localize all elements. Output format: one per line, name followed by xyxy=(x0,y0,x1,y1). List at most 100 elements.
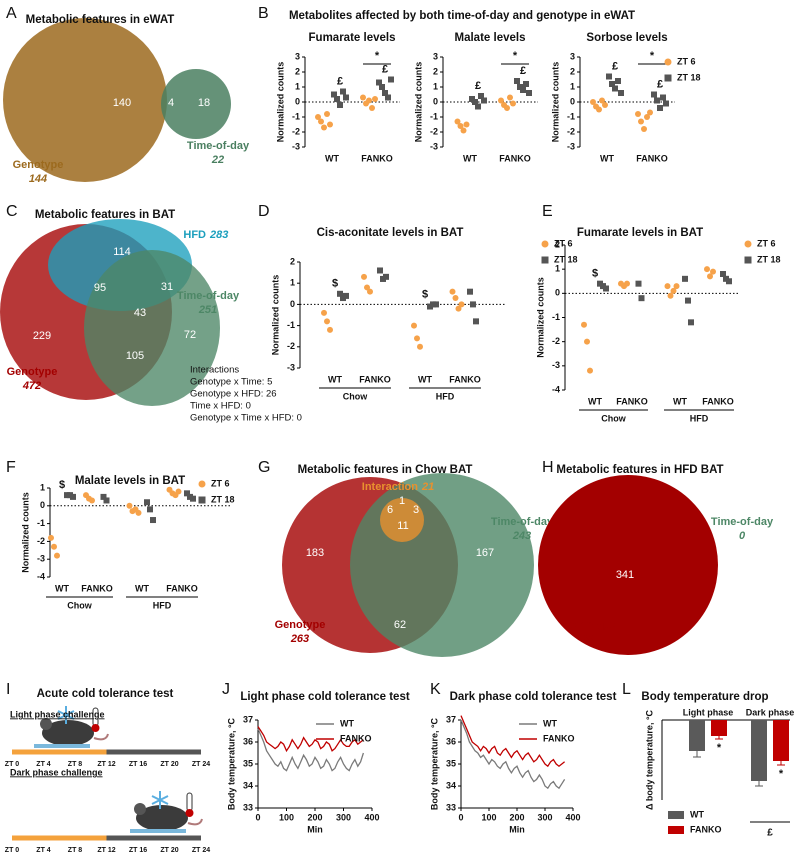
snowflake xyxy=(57,706,75,724)
dot xyxy=(190,495,196,502)
x-tick-label: FANKO xyxy=(616,396,648,406)
y-tick-label: 36 xyxy=(446,736,456,746)
x-tick-label: FANKO xyxy=(499,153,531,163)
set-shape xyxy=(161,69,231,139)
y-axis-label: Δ body temperature, °C xyxy=(644,709,654,810)
x-tick-label: WT xyxy=(463,153,477,163)
y-tick-label: -3 xyxy=(287,362,295,372)
panel-letter: E xyxy=(542,203,553,220)
dot xyxy=(321,309,327,316)
cold-plate xyxy=(130,829,186,833)
set-total: 251 xyxy=(198,304,217,316)
error-bar xyxy=(715,736,723,740)
dot xyxy=(590,99,596,105)
group-label: HFD xyxy=(153,600,172,610)
dot xyxy=(624,280,630,287)
bar xyxy=(711,720,727,736)
set-name: Genotype xyxy=(275,619,326,631)
dot xyxy=(599,97,605,104)
note: Genotype x HFD: 26 xyxy=(190,389,277,400)
legend-label: ZT 18 xyxy=(677,72,701,82)
set-total: 243 xyxy=(512,530,531,542)
y-tick-label: 2 xyxy=(295,66,300,76)
light-phase xyxy=(12,835,107,841)
panel-letter: D xyxy=(258,203,270,220)
dot xyxy=(638,118,644,125)
dot xyxy=(472,99,478,105)
dot xyxy=(657,105,663,111)
x-tick-label: 200 xyxy=(307,812,322,822)
y-axis-label: Body temperature, °C xyxy=(429,717,439,810)
dot xyxy=(433,301,439,308)
dot xyxy=(603,285,609,292)
set-total: 472 xyxy=(22,380,41,392)
dot xyxy=(54,552,60,559)
region-count: 183 xyxy=(306,547,324,559)
x-tick-label: FANKO xyxy=(449,374,481,384)
legend-marker xyxy=(198,480,206,488)
x-axis-label: Min xyxy=(509,824,525,834)
dark-phase xyxy=(106,749,201,755)
chart-subtitle: Malate levels xyxy=(455,32,526,44)
dot xyxy=(651,91,657,98)
set-total: 22 xyxy=(211,154,224,166)
y-tick-label: -4 xyxy=(552,384,560,394)
annotation: * xyxy=(717,742,722,754)
group-label: Chow xyxy=(67,600,92,610)
dot xyxy=(685,297,691,304)
x-tick-label: WT xyxy=(55,583,69,593)
y-tick-label: 1 xyxy=(433,81,438,91)
y-tick-label: 2 xyxy=(433,66,438,76)
x-tick-label: FANKO xyxy=(636,153,668,163)
annotation: * xyxy=(375,50,380,62)
set-name: Genotype xyxy=(7,366,58,378)
dot xyxy=(710,268,716,275)
dot xyxy=(343,94,349,101)
x-tick-label: WT xyxy=(673,396,687,406)
bar xyxy=(751,720,767,781)
dot xyxy=(615,78,621,84)
panel-letter: G xyxy=(258,459,270,476)
group-label: Chow xyxy=(601,413,626,423)
y-tick-label: 33 xyxy=(243,802,253,812)
timeline-tick: ZT 8 xyxy=(68,847,82,854)
timeline-tick: ZT 0 xyxy=(5,761,19,768)
dot xyxy=(388,76,394,83)
dot xyxy=(602,102,608,108)
dot xyxy=(89,497,95,504)
y-tick-label: 36 xyxy=(243,736,253,746)
y-tick-label: 3 xyxy=(433,51,438,61)
set-shape xyxy=(538,475,718,655)
dot xyxy=(667,292,674,299)
annotation: * xyxy=(513,50,518,62)
legend-label: FANKO xyxy=(543,733,575,743)
region-count: 11 xyxy=(397,520,408,532)
panel-title: Malate levels in BAT xyxy=(75,475,185,487)
dot xyxy=(475,103,481,110)
dot xyxy=(581,321,587,328)
y-tick-label: 37 xyxy=(446,714,456,724)
light-phase xyxy=(12,749,107,755)
x-tick-label: 0 xyxy=(458,812,463,822)
dot xyxy=(467,288,473,295)
mouse-ear xyxy=(134,803,146,815)
timeline-tick: ZT 8 xyxy=(68,761,82,768)
y-tick-label: 1 xyxy=(570,81,575,91)
annotation: £ xyxy=(382,63,388,75)
dot xyxy=(324,111,330,117)
y-tick-label: 37 xyxy=(243,714,253,724)
dot xyxy=(331,91,337,98)
y-tick-label: -1 xyxy=(567,111,575,121)
x-tick-label: WT xyxy=(588,396,602,406)
legend-marker xyxy=(198,496,206,504)
x-tick-label: WT xyxy=(600,153,614,163)
panel-title: Metabolic features in Chow BAT xyxy=(298,464,473,476)
y-tick-label: 0 xyxy=(555,288,560,298)
dot xyxy=(520,87,526,93)
mouse-body xyxy=(136,805,188,831)
note: Genotype x Time x HFD: 0 xyxy=(190,413,302,424)
legend-label: WT xyxy=(543,718,557,728)
region-count: 1 xyxy=(399,495,405,507)
region-count: 62 xyxy=(394,619,406,631)
